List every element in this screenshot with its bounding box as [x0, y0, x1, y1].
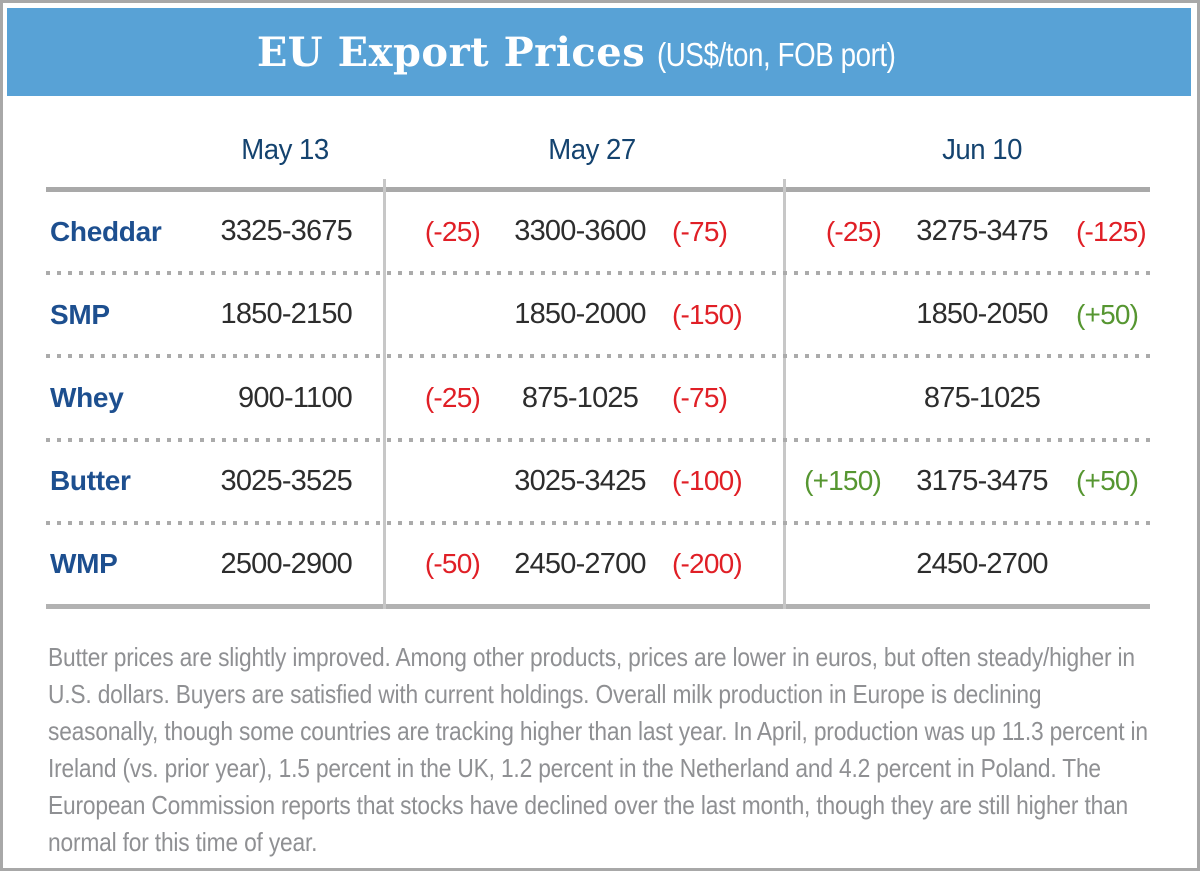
may27-change: (-75)	[672, 215, 728, 247]
page-subtitle: (US$/ton, FOB port)	[657, 35, 896, 73]
may27-change: (-150)	[672, 298, 743, 330]
product-name: SMP	[50, 298, 110, 330]
column-header-may13: May 13	[241, 134, 329, 166]
jun10-price: 3275-3475	[916, 215, 1048, 248]
may13-price: 900-1100	[237, 381, 353, 414]
column-divider	[783, 179, 786, 609]
may27-change-pre: (-25)	[424, 215, 481, 247]
title-banner: EU Export Prices (US$/ton, FOB port)	[7, 8, 1191, 96]
jun10-change: (+50)	[1076, 465, 1139, 497]
jun10-price: 1850-2050	[916, 298, 1048, 331]
price-table: Cheddar 3325-3675 (-25) 3300-3600 (-75) …	[46, 179, 1150, 609]
may27-change: (-100)	[672, 465, 743, 497]
may13-price: 1850-2150	[220, 298, 353, 331]
column-headers: May 13 May 27 Jun 10	[3, 134, 1197, 170]
table-row-wmp: WMP 2500-2900 (-50) 2450-2700 (-200) 245…	[46, 525, 1150, 604]
may27-price: 875-1025	[521, 381, 639, 414]
jun10-price: 2450-2700	[916, 547, 1048, 580]
table-row-cheddar: Cheddar 3325-3675 (-25) 3300-3600 (-75) …	[46, 192, 1150, 271]
jun10-change-pre	[806, 275, 881, 354]
column-header-may27: May 27	[548, 134, 636, 166]
jun10-price: 3175-3475	[916, 464, 1048, 497]
may27-change-pre: (-50)	[424, 548, 481, 580]
jun10-change-pre: (-25)	[825, 215, 882, 247]
may27-price: 3300-3600	[514, 215, 646, 248]
may27-price: 1850-2000	[514, 298, 646, 331]
may13-price: 3025-3525	[220, 464, 353, 497]
jun10-change-pre	[806, 525, 881, 604]
row-separator	[46, 437, 1150, 442]
jun10-change: (-125)	[1076, 215, 1147, 247]
jun10-change	[1070, 358, 1149, 437]
jun10-change-pre	[806, 358, 881, 437]
row-separator	[46, 271, 1150, 276]
jun10-change	[1070, 525, 1149, 604]
column-header-jun10: Jun 10	[942, 134, 1022, 166]
may27-change-pre: (-25)	[424, 382, 481, 413]
may27-change: (-200)	[672, 548, 743, 580]
page-title: EU Export Prices	[256, 28, 646, 76]
may27-price: 3025-3425	[514, 464, 646, 497]
may13-price: 2500-2900	[220, 547, 353, 580]
jun10-change: (+50)	[1076, 298, 1139, 330]
table-row-smp: SMP 1850-2150 1850-2000 (-150) 1850-2050…	[46, 275, 1150, 354]
product-name: WMP	[50, 548, 118, 580]
may27-change-pre	[407, 275, 480, 354]
may27-price: 2450-2700	[514, 547, 646, 580]
commentary-text: Butter prices are slightly improved. Amo…	[48, 642, 1148, 857]
jun10-change-pre: (+150)	[804, 465, 882, 497]
row-separator	[46, 354, 1150, 359]
product-name: Butter	[50, 465, 131, 497]
may27-change-pre	[407, 442, 480, 521]
may13-price: 3325-3675	[220, 215, 353, 248]
product-name: Whey	[50, 382, 124, 413]
may27-change: (-75)	[672, 382, 728, 413]
table-row-whey: Whey 900-1100 (-25) 875-1025 (-75) 875-1…	[46, 358, 1150, 437]
jun10-price: 875-1025	[923, 381, 1041, 414]
table-row-butter: Butter 3025-3525 3025-3425 (-100) (+150)…	[46, 442, 1150, 521]
column-divider	[383, 179, 386, 609]
title-group: EU Export Prices (US$/ton, FOB port)	[257, 29, 941, 76]
row-separator	[46, 520, 1150, 525]
product-name: Cheddar	[50, 215, 162, 247]
